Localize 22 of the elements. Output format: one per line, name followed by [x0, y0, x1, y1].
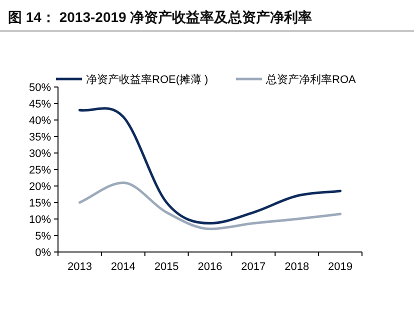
y-tick-label: 5% [35, 230, 52, 242]
y-tick-label: 15% [28, 198, 52, 210]
y-tick-label: 50% [28, 82, 52, 94]
y-tick-label: 20% [28, 181, 52, 193]
x-tick-label: 2015 [154, 261, 179, 273]
x-tick-label: 2017 [241, 261, 266, 273]
y-tick-label: 45% [28, 98, 52, 110]
x-tick-label: 2013 [67, 261, 92, 273]
y-tick-label: 10% [28, 214, 52, 226]
x-tick-label: 2019 [328, 261, 353, 273]
x-tick-label: 2014 [110, 261, 136, 273]
legend-label: 净资产收益率ROE(摊薄 ) [86, 73, 208, 86]
x-tick-label: 2016 [198, 261, 222, 273]
y-tick-label: 0% [35, 247, 52, 259]
chart-title: 图 14： 2013-2019 净资产收益率及总资产净利率 [8, 9, 312, 25]
y-tick-label: 30% [28, 148, 52, 160]
y-tick-label: 25% [28, 164, 52, 176]
y-tick-label: 40% [28, 115, 52, 127]
legend-label: 总资产净利率ROA [265, 73, 356, 86]
line-series [78, 181, 342, 230]
y-tick-label: 35% [28, 132, 52, 144]
x-tick-label: 2018 [284, 261, 310, 273]
